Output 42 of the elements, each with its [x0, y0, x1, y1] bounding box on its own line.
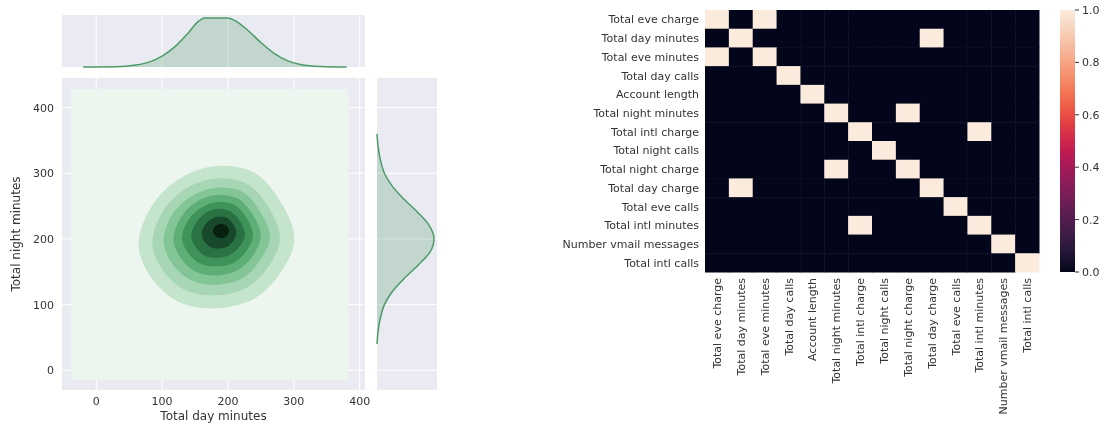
- y-tick-label: Total eve minutes: [600, 50, 700, 64]
- x-tick-label: Total eve minutes: [758, 277, 772, 377]
- x-tick-label: Total intl charge: [854, 277, 868, 367]
- y-tick-label: 100: [33, 298, 54, 312]
- x-tick-label: Total night calls: [877, 277, 891, 365]
- y-tick-label: Total intl minutes: [603, 219, 700, 233]
- x-tick-label: Total night minutes: [830, 277, 844, 385]
- color-bar-label: 0.4: [1082, 161, 1100, 175]
- x-tick-label: Total day charge: [925, 277, 939, 370]
- color-bar-label: 1.0: [1082, 4, 1100, 17]
- x-tick-label: 300: [283, 395, 305, 408]
- y-tick-label: Total intl calls: [623, 256, 700, 270]
- x-tick-label: Total intl minutes: [973, 277, 987, 374]
- y-tick-label: Total eve calls: [620, 200, 700, 214]
- y-tick-label: Total day charge: [607, 181, 700, 195]
- x-tick-label: 0: [92, 395, 100, 408]
- y-tick-label: Total night minutes: [592, 106, 700, 120]
- y-tick-label: Total eve charge: [607, 13, 700, 27]
- y-tick-label: Total night calls: [612, 144, 700, 158]
- x-tick-label: Account length: [806, 277, 820, 361]
- y-tick-label: Total day minutes: [600, 32, 700, 46]
- x-tick-label: Total eve calls: [949, 277, 963, 357]
- y-tick-label: Number vmail messages: [562, 237, 700, 251]
- x-tick-label: 200: [217, 395, 239, 408]
- y-tick-label: Total intl charge: [610, 125, 700, 139]
- y-tick-label: 400: [33, 101, 54, 115]
- y-tick-label: 200: [33, 232, 54, 246]
- y-tick-label: Total night charge: [599, 163, 700, 177]
- x-tick-label: 400: [349, 395, 371, 408]
- x-tick-label: 100: [151, 395, 173, 408]
- x-tick-label: Number vmail messages: [997, 277, 1011, 415]
- color-bar-label: 0.0: [1082, 266, 1100, 279]
- x-tick-label: Total night charge: [901, 277, 915, 378]
- x-tick-label: Total intl calls: [1021, 277, 1035, 354]
- color-bar-label: 0.8: [1082, 56, 1100, 70]
- color-bar-label: 0.6: [1082, 108, 1100, 122]
- y-tick-label: 300: [33, 167, 54, 181]
- x-axis-title: Total day minutes: [159, 409, 267, 423]
- y-tick-label: Total day calls: [620, 69, 700, 83]
- color-bar-label: 0.2: [1082, 213, 1100, 227]
- y-tick-label: Account length: [616, 88, 700, 102]
- x-tick-label: Total day calls: [782, 277, 796, 357]
